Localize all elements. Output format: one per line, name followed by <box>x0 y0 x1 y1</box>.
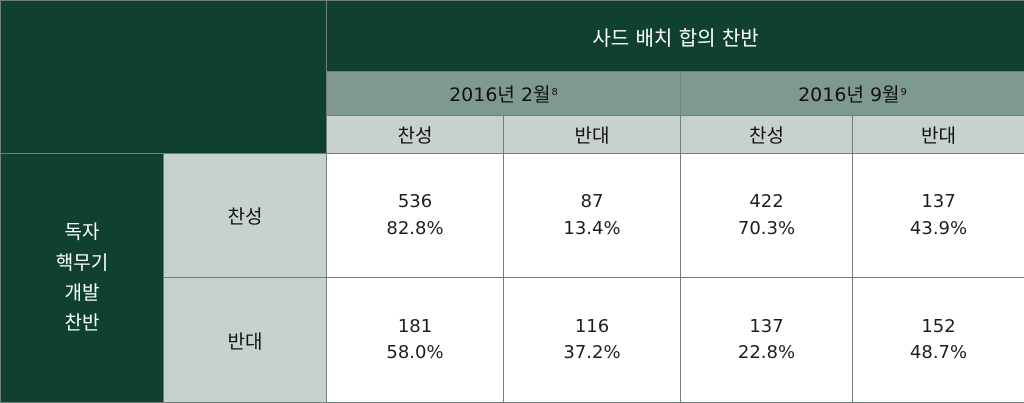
corner-header <box>1 1 327 154</box>
column-header-for: 찬성 <box>327 116 504 154</box>
count-value: 152 <box>853 314 1024 340</box>
column-header-for: 찬성 <box>681 116 853 154</box>
count-value: 536 <box>327 189 503 215</box>
column-header-against: 반대 <box>504 116 681 154</box>
row-group-label-line: 독자 <box>1 217 163 247</box>
period-header-feb-2016: 2016년 2월8 <box>327 72 681 116</box>
period-label: 2016년 9월 <box>798 84 899 106</box>
footnote-marker: 9 <box>901 87 907 98</box>
count-value: 87 <box>504 189 680 215</box>
row-group-label: 독자 핵무기 개발 찬반 <box>1 154 164 403</box>
row-header-for: 찬성 <box>164 154 327 278</box>
percent-value: 48.7% <box>853 340 1024 366</box>
count-value: 422 <box>681 189 852 215</box>
table-title: 사드 배치 합의 찬반 <box>327 1 1024 72</box>
count-value: 181 <box>327 314 503 340</box>
percent-value: 58.0% <box>327 340 503 366</box>
percent-value: 13.4% <box>504 216 680 242</box>
row-header-against: 반대 <box>164 278 327 403</box>
footnote-marker: 8 <box>552 87 558 98</box>
column-header-against: 반대 <box>853 116 1024 154</box>
row-group-label-line: 개발 <box>1 278 163 308</box>
count-value: 137 <box>853 189 1024 215</box>
percent-value: 22.8% <box>681 340 852 366</box>
row-group-label-line: 찬반 <box>1 308 163 338</box>
percent-value: 82.8% <box>327 216 503 242</box>
count-value: 137 <box>681 314 852 340</box>
percent-value: 37.2% <box>504 340 680 366</box>
row-group-label-line: 핵무기 <box>1 248 163 278</box>
count-value: 116 <box>504 314 680 340</box>
period-label: 2016년 2월 <box>449 84 550 106</box>
percent-value: 43.9% <box>853 216 1024 242</box>
period-header-sep-2016: 2016년 9월9 <box>681 72 1024 116</box>
percent-value: 70.3% <box>681 216 852 242</box>
